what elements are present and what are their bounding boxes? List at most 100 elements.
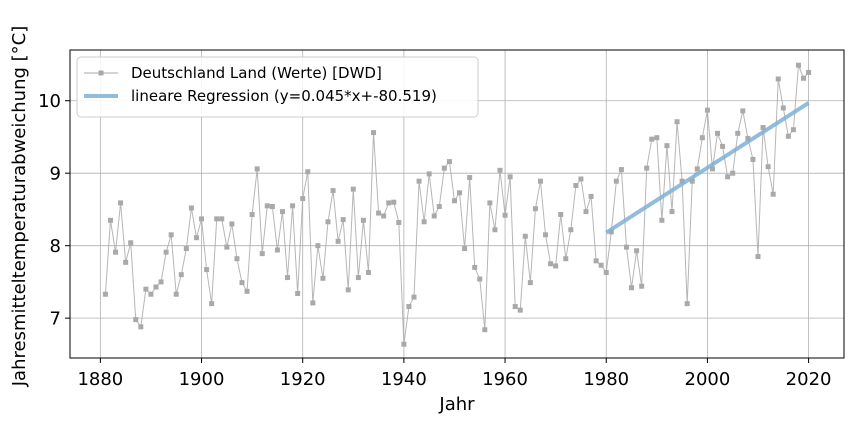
data-point [178, 272, 184, 278]
data-point [497, 167, 503, 173]
data-point [133, 317, 139, 323]
data-point [750, 156, 756, 162]
data-point [295, 291, 301, 296]
data-point [649, 136, 655, 142]
data-point [588, 193, 594, 199]
data-point [168, 232, 174, 238]
data-point [371, 130, 377, 136]
data-point [553, 263, 559, 269]
data-point [107, 217, 113, 223]
data-point [745, 135, 751, 141]
data-point [492, 227, 498, 233]
data-point [629, 285, 635, 291]
data-point [229, 221, 235, 227]
data-point [659, 217, 665, 223]
data-point [153, 284, 159, 290]
data-point [411, 294, 417, 300]
data-point [669, 209, 675, 215]
data-point [441, 165, 447, 171]
data-point [224, 244, 230, 250]
data-point [735, 130, 741, 136]
x-tick-label: 2020 [786, 369, 832, 390]
data-point [214, 216, 220, 222]
data-point [123, 259, 129, 265]
data-point [396, 219, 402, 225]
legend-box [76, 56, 479, 118]
data-point [199, 216, 205, 222]
data-point [487, 200, 493, 206]
data-point [436, 204, 442, 210]
data-point [573, 183, 579, 189]
legend-entry-data: Deutschland Land (Werte) [DWD] [84, 64, 382, 82]
data-point [715, 130, 721, 136]
data-point [274, 247, 280, 253]
data-point [720, 143, 726, 149]
legend-entry-regression: lineare Regression (y=0.045*x+-80.519) [84, 87, 437, 105]
data-point [664, 143, 670, 149]
data-point [376, 210, 382, 216]
data-point [730, 170, 736, 176]
data-point [381, 213, 387, 219]
data-point [188, 205, 194, 211]
data-point [310, 300, 316, 306]
data-point [446, 159, 452, 165]
data-point [345, 287, 351, 293]
data-point [760, 125, 766, 131]
plot-area-frame [69, 49, 845, 359]
data-point [264, 203, 270, 209]
data-point [502, 212, 508, 218]
x-tick-label: 1920 [280, 369, 326, 390]
data-point [148, 291, 154, 297]
data-point [279, 209, 285, 215]
data-point [472, 264, 478, 270]
data-series-line [102, 62, 812, 347]
data-point [244, 288, 250, 294]
data-point [806, 69, 812, 75]
data-point [355, 275, 361, 281]
data-point [548, 261, 554, 267]
data-point [254, 166, 260, 172]
data-point [360, 217, 366, 223]
data-point [401, 341, 407, 347]
data-point [532, 206, 538, 212]
data-point [593, 258, 599, 264]
data-point [709, 166, 715, 172]
regression-line [605, 101, 810, 235]
data-point [568, 227, 574, 233]
data-point [623, 244, 629, 250]
data-point [477, 276, 483, 282]
legend-label-data: Deutschland Land (Werte) [DWD] [131, 64, 382, 82]
legend: Deutschland Land (Werte) [DWD] lineare R… [76, 56, 479, 118]
data-point [406, 304, 412, 310]
data-point [158, 279, 164, 285]
data-point [704, 107, 710, 113]
data-point [219, 216, 225, 222]
data-point [462, 246, 468, 252]
data-point [654, 135, 660, 141]
data-point [482, 327, 488, 333]
data-point [416, 178, 422, 184]
data-point [512, 304, 518, 310]
data-point [421, 219, 427, 225]
data-point [426, 171, 432, 177]
data-point [537, 178, 543, 184]
data-point [558, 212, 564, 218]
data-point [391, 199, 397, 205]
data-point [102, 291, 108, 297]
y-tick-label: 8 [50, 236, 61, 257]
data-point [113, 249, 119, 255]
data-point [613, 178, 619, 184]
data-point [305, 169, 311, 175]
data-point [801, 75, 807, 81]
data-point [517, 307, 523, 313]
data-point [138, 324, 144, 330]
data-point [335, 238, 341, 244]
data-point [457, 190, 463, 196]
y-tick-label: 7 [50, 309, 61, 330]
data-point [143, 286, 149, 292]
data-point [543, 232, 549, 238]
x-tick-label: 1940 [381, 369, 427, 390]
data-point [320, 275, 326, 281]
data-point [209, 301, 215, 307]
data-point [386, 200, 392, 206]
